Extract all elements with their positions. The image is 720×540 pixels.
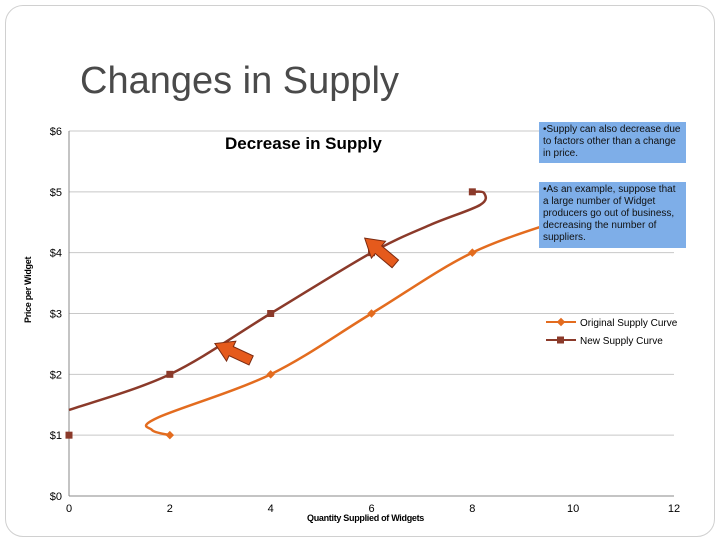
x-tick-label: 8 — [469, 503, 475, 515]
chart-arrows — [214, 237, 400, 366]
x-tick-label: 12 — [668, 503, 680, 515]
y-tick-label: $0 — [50, 491, 62, 503]
x-tick-label: 2 — [167, 503, 173, 515]
chart-gridlines — [69, 130, 674, 436]
chart-title: Decrease in Supply — [225, 134, 382, 153]
original-supply-marker — [165, 430, 175, 440]
chart-ticks: $0 $1 $2 $3 $4 $5 $6 0 2 4 6 8 10 12 — [50, 126, 680, 515]
shift-arrow-upper — [363, 237, 400, 269]
x-tick-label: 10 — [567, 503, 579, 515]
x-tick-label: 4 — [268, 503, 274, 515]
x-axis-label: Quantity Supplied of Widgets — [307, 513, 425, 523]
note-box-factors: •Supply can also decrease due to factors… — [539, 122, 686, 163]
new-supply-marker — [468, 188, 476, 196]
original-supply-marker — [468, 248, 477, 257]
legend-label: Original Supply Curve — [580, 318, 678, 329]
legend-marker — [557, 336, 564, 344]
y-axis-label: Price per Widget — [23, 256, 33, 323]
x-tick-label: 6 — [368, 503, 374, 515]
legend-label: New Supply Curve — [580, 336, 663, 347]
y-tick-label: $3 — [50, 309, 62, 321]
y-tick-label: $4 — [50, 248, 62, 260]
original-supply-marker — [367, 309, 376, 318]
shift-arrow-lower — [214, 340, 254, 366]
new-supply-marker — [267, 310, 275, 317]
new-supply-marker — [65, 431, 73, 439]
y-tick-label: $1 — [50, 430, 62, 442]
original-supply-marker — [266, 370, 275, 379]
new-supply-marker — [166, 370, 174, 378]
original-supply-line — [144, 214, 574, 437]
y-tick-label: $5 — [50, 187, 62, 199]
y-tick-label: $2 — [50, 369, 62, 381]
chart-legend: Original Supply Curve New Supply Curve — [546, 317, 678, 347]
x-tick-label: 0 — [66, 503, 72, 515]
new-supply-line — [68, 190, 488, 412]
y-tick-label: $6 — [50, 126, 62, 138]
legend-marker — [556, 317, 566, 327]
note-box-example: •As an example, suppose that a large num… — [539, 182, 686, 248]
slide-frame — [5, 5, 715, 537]
slide-title: Changes in Supply — [80, 60, 399, 102]
